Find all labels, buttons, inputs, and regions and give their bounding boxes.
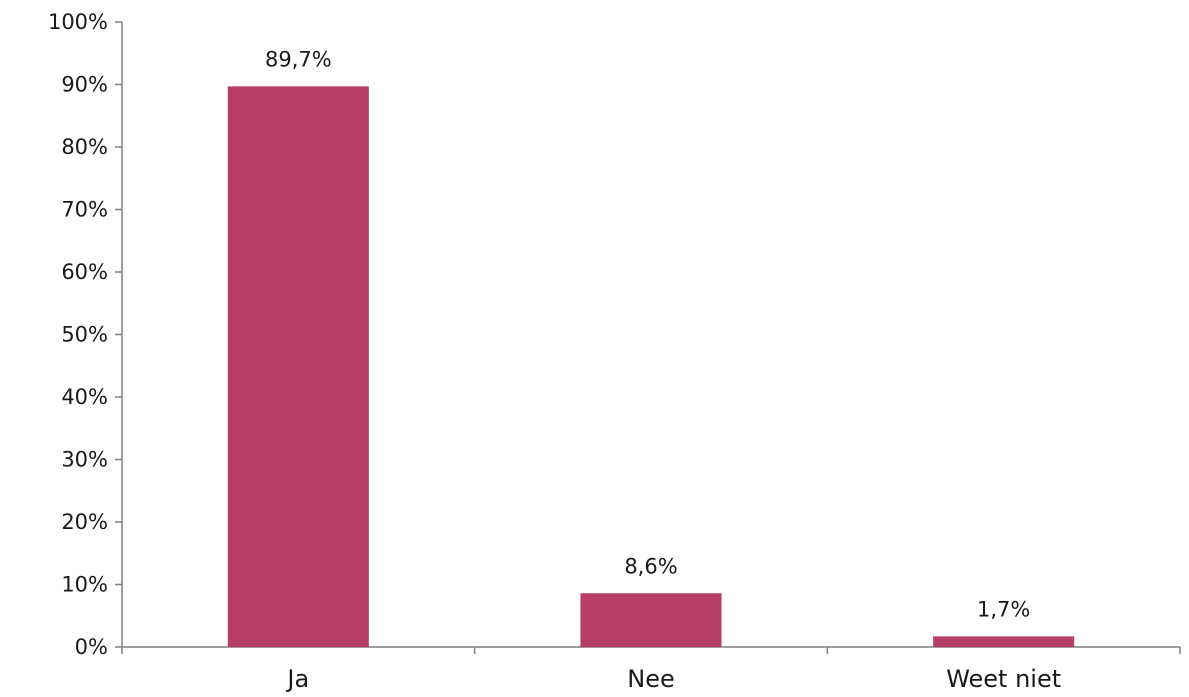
y-tick-label: 20% [61,510,108,534]
x-category-label: Ja [285,665,309,693]
bar-nee [580,593,722,647]
y-tick-label: 90% [61,73,108,97]
y-tick-label: 40% [61,385,108,409]
y-tick-label: 60% [61,260,108,284]
y-tick-label: 80% [61,135,108,159]
data-label: 89,7% [265,47,332,71]
y-tick-label: 30% [61,448,108,472]
bars [227,86,1075,647]
y-tick-label: 0% [75,635,108,659]
y-tick-label: 70% [61,198,108,222]
data-label: 1,7% [977,597,1030,621]
y-tick-label: 10% [61,573,108,597]
bar-ja [227,86,369,647]
x-category-label: Weet niet [946,665,1061,693]
y-tick-label: 100% [48,10,108,34]
y-axis: 0% 10% 20% 30% 40% 50% 60% 70% 80% 90% 100% [48,10,123,659]
data-labels: 89,7% 8,6% 1,7% [265,47,1030,621]
data-label: 8,6% [624,554,677,578]
x-category-label: Nee [627,665,674,693]
y-tick-label: 50% [61,323,108,347]
bar-weet-niet [933,636,1075,647]
x-axis: Ja Nee Weet niet [121,646,1181,693]
